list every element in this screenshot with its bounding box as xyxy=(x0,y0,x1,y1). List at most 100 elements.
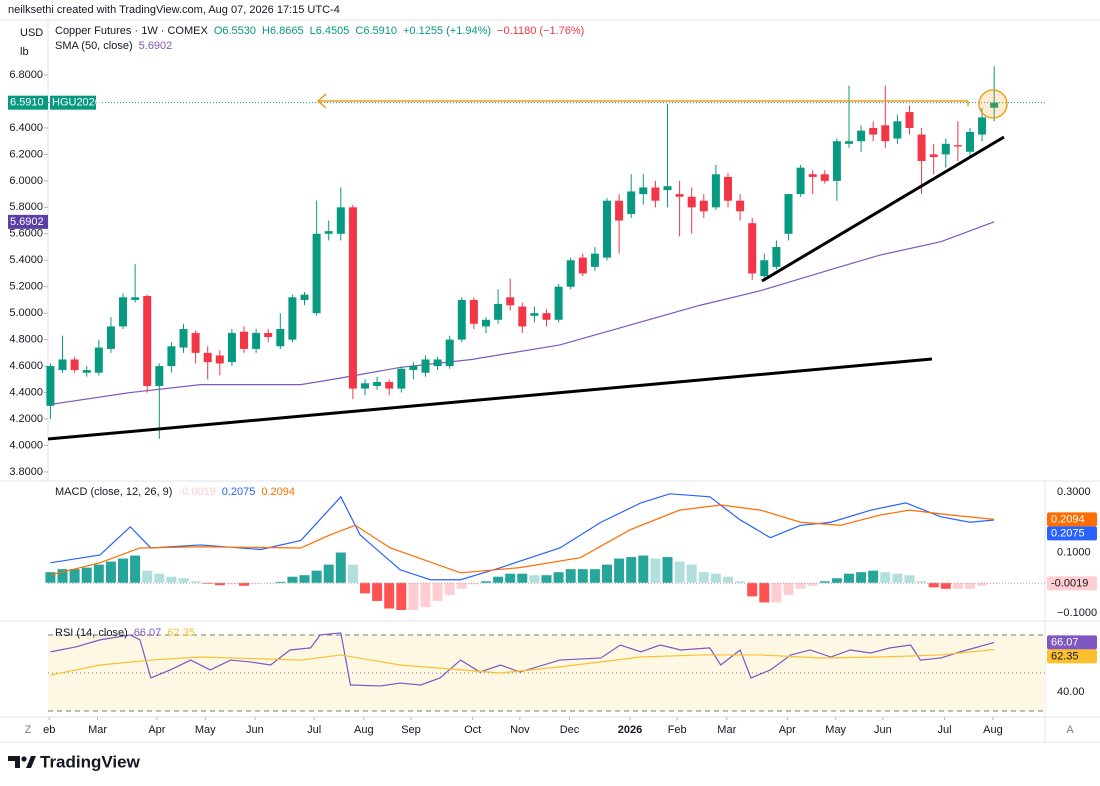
histogram-bar xyxy=(481,581,492,583)
candle-body xyxy=(772,247,781,267)
unit: lb xyxy=(20,46,29,58)
candle-body xyxy=(494,303,503,320)
candle-body xyxy=(469,299,478,324)
histogram-bar xyxy=(674,561,685,583)
histogram-bar xyxy=(759,582,770,603)
histogram-bar xyxy=(142,570,153,583)
histogram-bar xyxy=(892,573,903,583)
histogram-bar xyxy=(529,575,540,583)
candle-body xyxy=(252,333,261,349)
chart-title: Copper Futures · 1W · COMEX xyxy=(55,25,208,37)
histogram-bar xyxy=(795,582,806,589)
histogram-bar xyxy=(239,582,250,586)
highlight-circle xyxy=(978,89,1008,119)
histogram-bar xyxy=(57,569,68,583)
attribution: neilksethi created with TradingView.com,… xyxy=(8,4,340,16)
candle-body xyxy=(566,260,575,287)
y-tick-label: 4.4000 xyxy=(9,386,43,398)
axis-button[interactable]: A xyxy=(1066,724,1074,736)
x-tick-label: Jul xyxy=(307,724,321,736)
x-tick-label: Aug xyxy=(983,724,1003,736)
candle-body xyxy=(978,117,987,135)
y-tick-label: 5.4000 xyxy=(9,254,43,266)
x-tick-label: Sep xyxy=(401,724,421,736)
candle-body xyxy=(203,352,212,363)
indicator-title: MACD (close, 12, 26, 9) xyxy=(55,486,172,498)
candle-body xyxy=(191,333,200,353)
candle-body xyxy=(312,233,321,314)
drawings xyxy=(47,89,1008,441)
histogram-bar xyxy=(154,573,165,583)
candle-body xyxy=(578,257,587,274)
histogram-bar xyxy=(118,558,129,583)
sma-line xyxy=(50,221,995,406)
candle-body xyxy=(457,299,466,340)
price-tag xyxy=(8,95,48,110)
histogram-bar xyxy=(275,581,286,583)
axis-button[interactable]: Z xyxy=(25,724,32,736)
histogram-bar xyxy=(263,582,274,584)
candle-body xyxy=(336,207,345,234)
histogram-bar xyxy=(178,578,189,583)
y-tick-label: 5.6000 xyxy=(9,228,43,240)
legend-value: O6.5530 xyxy=(214,25,256,37)
candle-body xyxy=(288,297,297,340)
histogram-bar xyxy=(626,557,637,583)
histogram-bar xyxy=(505,573,516,583)
candle-body xyxy=(615,200,624,221)
indicator-line xyxy=(50,648,995,676)
histogram-bar xyxy=(93,564,104,583)
histogram-bar xyxy=(662,557,673,583)
histogram-bar xyxy=(81,567,92,583)
histogram-bar xyxy=(335,552,346,583)
y-tick-label: 6.4000 xyxy=(9,122,43,134)
candle-body xyxy=(784,194,793,234)
histogram-bar xyxy=(541,575,552,583)
histogram-bar xyxy=(783,582,794,595)
value-tag xyxy=(1047,526,1097,541)
x-tick-label: Jul xyxy=(938,724,952,736)
candle-body xyxy=(990,102,999,108)
arrow-head xyxy=(316,93,327,109)
histogram-bar xyxy=(493,576,504,583)
y-tick-label: 5.8000 xyxy=(9,201,43,213)
histogram-bar xyxy=(130,555,141,583)
indicator-title: RSI (14, close) xyxy=(55,627,128,639)
histogram-bar xyxy=(456,582,467,589)
trend-line xyxy=(47,357,933,441)
value-tag xyxy=(1047,512,1097,527)
y-tick-label: 0.3000 xyxy=(1057,486,1091,498)
candle-body xyxy=(421,359,430,373)
x-tick-label: Feb xyxy=(668,724,687,736)
candle-body xyxy=(893,121,902,139)
candle-body xyxy=(675,194,684,197)
legend-value: 0.2075 xyxy=(222,486,256,498)
candle-body xyxy=(736,200,745,212)
candle-body xyxy=(651,187,660,201)
histogram-bar xyxy=(940,582,951,589)
histogram-bar xyxy=(372,582,383,601)
y-tick-label: 6.2000 xyxy=(9,148,43,160)
candle-body xyxy=(869,127,878,135)
histogram-bar xyxy=(989,582,1000,584)
candle-body xyxy=(397,368,406,389)
x-tick-label: eb xyxy=(43,724,55,736)
x-tick-label: Nov xyxy=(510,724,530,736)
candle-body xyxy=(542,313,551,320)
histogram-bar xyxy=(916,581,927,583)
x-tick-label: Apr xyxy=(148,724,165,736)
logo-mark xyxy=(21,756,27,762)
candle-body xyxy=(723,176,732,201)
histogram-bar xyxy=(952,582,963,589)
candle-body xyxy=(639,187,648,195)
legend-value: L6.4505 xyxy=(310,25,350,37)
candle-body xyxy=(554,286,563,320)
x-tick-label: May xyxy=(825,724,846,736)
candle-body xyxy=(820,174,829,181)
histogram-bar xyxy=(577,569,588,583)
currency: USD xyxy=(20,27,43,39)
value-tag-label: 0.2094 xyxy=(1051,513,1085,525)
candle-body xyxy=(929,154,938,158)
histogram-bar xyxy=(638,555,649,583)
